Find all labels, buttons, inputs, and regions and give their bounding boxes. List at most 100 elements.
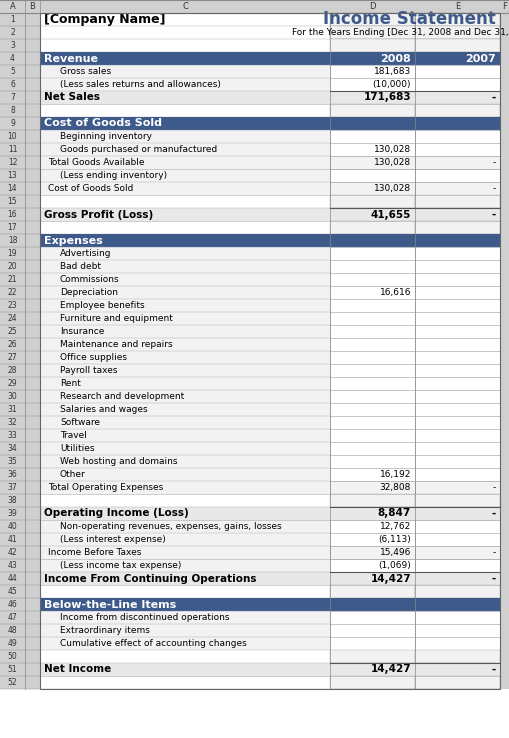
Text: 14,427: 14,427 [370,664,410,675]
Bar [329,377,414,390]
Text: Gross Profit (Loss): Gross Profit (Loss) [44,210,153,219]
Bar [414,312,499,325]
Bar [25,273,40,286]
Text: 2008: 2008 [380,53,410,63]
Text: 3: 3 [10,41,15,50]
Bar [0,507,25,520]
Text: 51: 51 [8,665,17,674]
Text: 130,028: 130,028 [373,145,410,154]
Bar [0,182,25,195]
Bar [40,377,329,390]
Bar [329,468,414,481]
Text: (6,113): (6,113) [378,535,410,544]
Bar [0,559,25,572]
Bar [0,65,25,78]
Bar [25,637,40,650]
Text: Other: Other [60,470,86,479]
Text: B: B [30,2,35,11]
Bar [414,156,499,169]
Bar [0,195,25,208]
Bar [25,208,40,221]
Bar [0,91,25,104]
Text: 28: 28 [8,366,17,375]
Bar [0,390,25,403]
Bar [414,676,499,689]
Bar [25,468,40,481]
Bar [25,182,40,195]
Bar [414,247,499,260]
Bar [40,455,329,468]
Text: Expenses: Expenses [44,235,102,246]
Bar [0,598,25,611]
Bar [414,637,499,650]
Bar [25,234,40,247]
Bar [0,455,25,468]
Bar [414,260,499,273]
Bar [25,338,40,351]
Text: 52: 52 [8,678,17,687]
Bar [40,52,499,65]
Bar [329,364,414,377]
Text: 32: 32 [8,418,17,427]
Text: Non-operating revenues, expenses, gains, losses: Non-operating revenues, expenses, gains,… [60,522,281,531]
Text: 32,808: 32,808 [379,483,410,492]
Text: Travel: Travel [60,431,87,440]
Text: 181,683: 181,683 [373,67,410,76]
Bar [329,520,414,533]
Text: 34: 34 [8,444,17,453]
Bar [25,169,40,182]
Text: F: F [501,2,506,11]
Bar [25,78,40,91]
Bar [329,572,414,585]
Text: Extraordinary items: Extraordinary items [60,626,150,635]
Bar [25,312,40,325]
Bar [40,78,329,91]
Bar [329,650,414,663]
Bar [40,169,329,182]
Text: 11: 11 [8,145,17,154]
Bar [414,169,499,182]
Bar [414,494,499,507]
Text: Utilities: Utilities [60,444,94,453]
Bar [25,572,40,585]
Bar [329,130,414,143]
Text: 18: 18 [8,236,17,245]
Bar [25,351,40,364]
Bar [40,364,329,377]
Bar [0,351,25,364]
Text: Income From Continuing Operations: Income From Continuing Operations [44,573,256,584]
Text: Research and development: Research and development [60,392,184,401]
Text: Cost of Goods Sold: Cost of Goods Sold [48,184,133,193]
Text: 44: 44 [8,574,17,583]
Bar [414,468,499,481]
Text: 14: 14 [8,184,17,193]
Bar [0,26,25,39]
Text: Commissions: Commissions [60,275,120,284]
Bar [25,221,40,234]
Bar [40,390,329,403]
Bar [414,299,499,312]
Bar [40,572,499,585]
Bar [329,481,414,494]
Bar [25,481,40,494]
Text: 130,028: 130,028 [373,158,410,167]
Text: Furniture and equipment: Furniture and equipment [60,314,173,323]
Bar [329,325,414,338]
Bar [25,364,40,377]
Text: Cumulative effect of accounting changes: Cumulative effect of accounting changes [60,639,246,648]
Bar [0,338,25,351]
Text: 130,028: 130,028 [373,184,410,193]
Text: [Company Name]: [Company Name] [44,13,165,26]
Bar [414,390,499,403]
Bar [414,663,499,676]
Bar [499,0,509,689]
Bar [0,156,25,169]
Bar [40,260,329,273]
Bar [414,520,499,533]
Bar [329,182,414,195]
Bar [329,312,414,325]
Bar [329,78,414,91]
Text: Office supplies: Office supplies [60,353,127,362]
Bar [40,286,329,299]
Bar [40,468,329,481]
